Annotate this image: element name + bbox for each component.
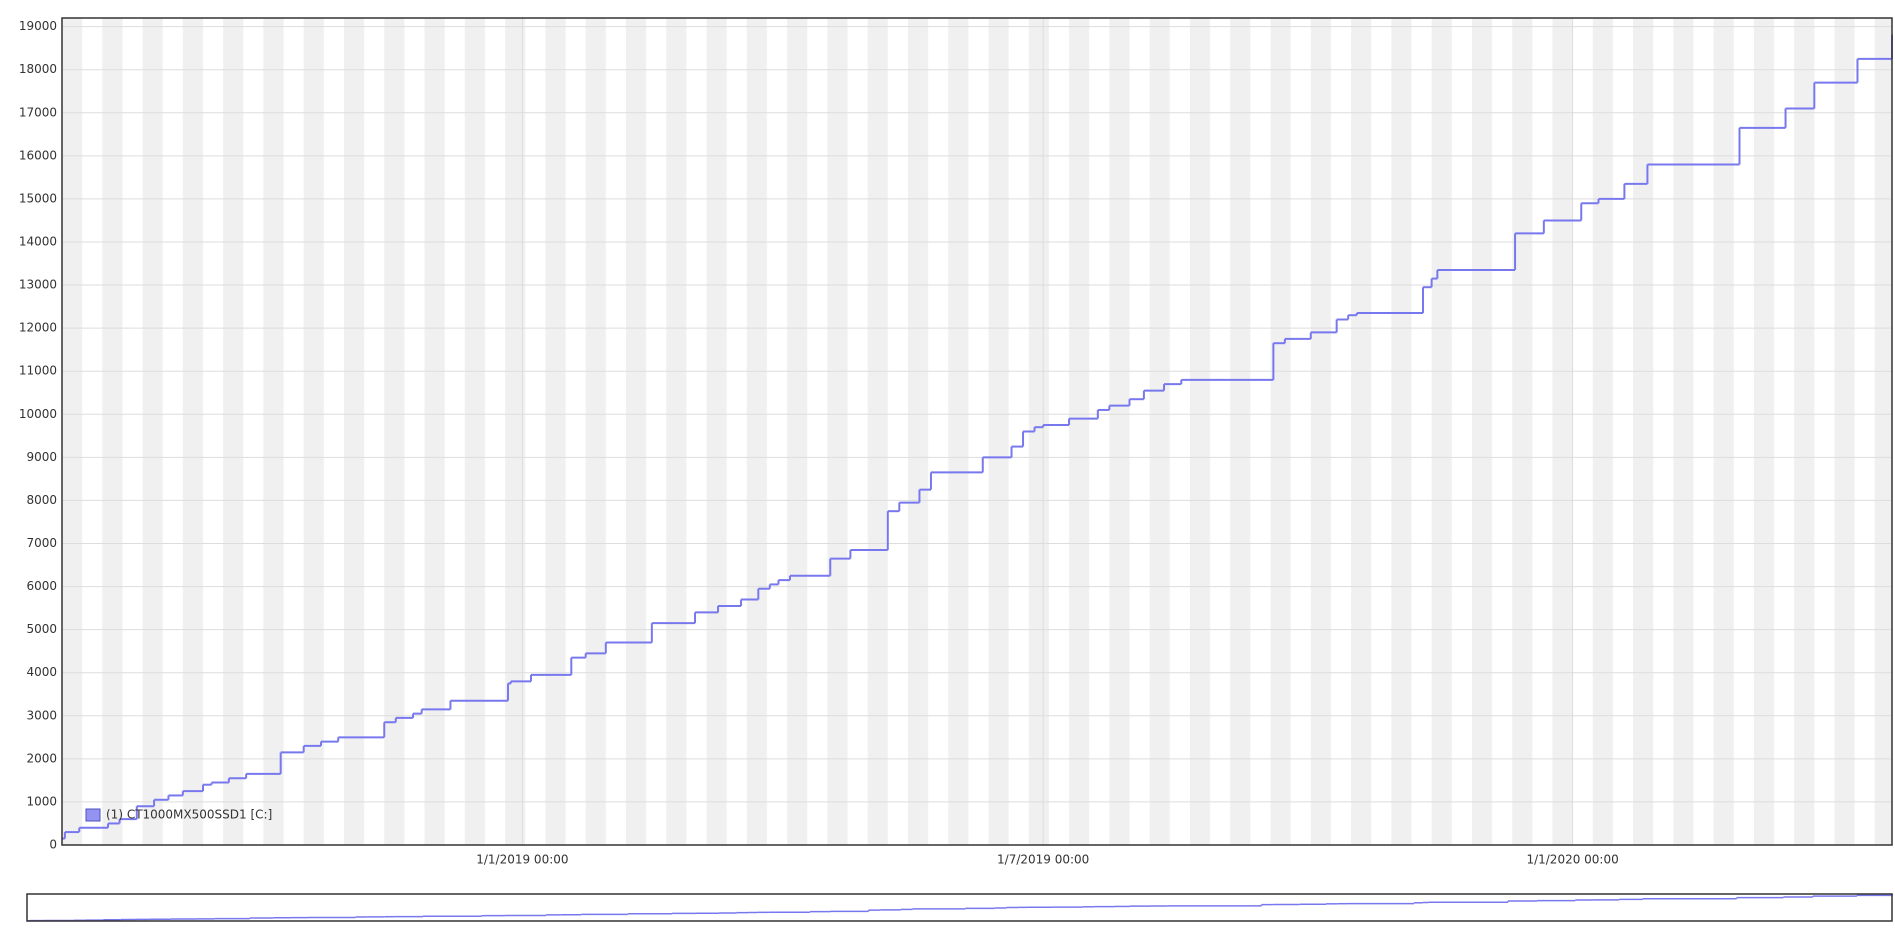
x-tick-label: 1/1/2020 00:00 xyxy=(1526,853,1618,867)
y-tick-label: 6000 xyxy=(26,579,57,593)
legend-label: (1) CT1000MX500SSD1 [C:] xyxy=(106,808,272,822)
y-tick-label: 17000 xyxy=(19,105,57,119)
y-tick-label: 9000 xyxy=(26,450,57,464)
y-tick-label: 5000 xyxy=(26,622,57,636)
y-tick-label: 3000 xyxy=(26,708,57,722)
y-tick-label: 14000 xyxy=(19,234,57,248)
x-tick-label: 1/7/2019 00:00 xyxy=(997,853,1089,867)
y-tick-label: 11000 xyxy=(19,364,57,378)
y-tick-label: 13000 xyxy=(19,278,57,292)
y-tick-label: 0 xyxy=(49,838,57,852)
y-tick-label: 4000 xyxy=(26,665,57,679)
y-tick-label: 19000 xyxy=(19,19,57,33)
y-tick-label: 8000 xyxy=(26,493,57,507)
y-tick-label: 10000 xyxy=(19,407,57,421)
y-tick-label: 1000 xyxy=(26,794,57,808)
y-tick-label: 12000 xyxy=(19,321,57,335)
plot-frame xyxy=(61,17,1893,846)
y-tick-label: 2000 xyxy=(26,751,57,765)
legend-swatch xyxy=(85,808,101,822)
plot-background xyxy=(62,18,1892,845)
x-tick-label: 1/1/2019 00:00 xyxy=(476,853,568,867)
y-tick-label: 18000 xyxy=(19,62,57,76)
y-tick-label: 15000 xyxy=(19,191,57,205)
navigator-frame xyxy=(26,893,1893,922)
y-tick-label: 7000 xyxy=(26,536,57,550)
y-tick-label: 16000 xyxy=(19,148,57,162)
